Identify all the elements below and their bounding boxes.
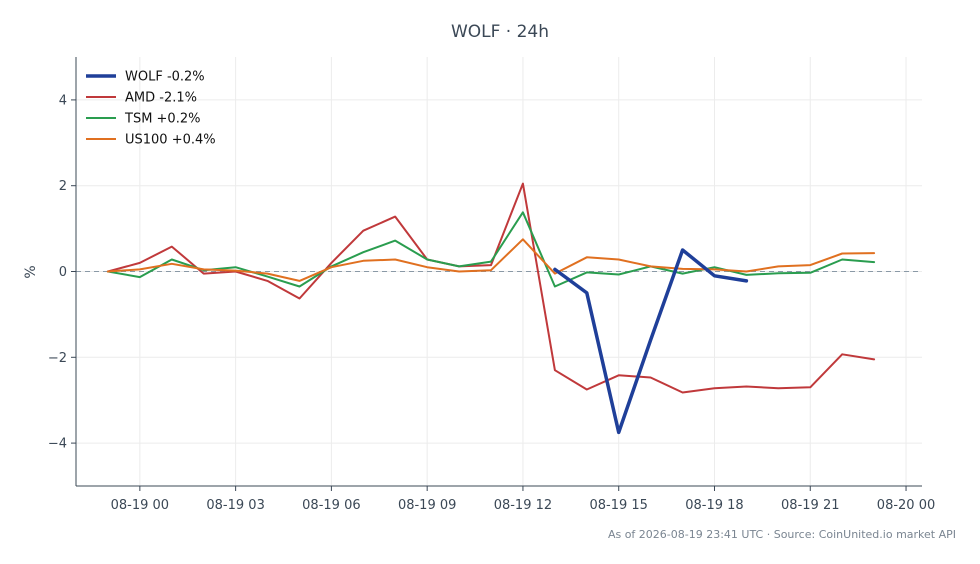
series-line-amd <box>106 182 876 394</box>
legend-label: TSM +0.2% <box>124 112 200 127</box>
y-tick-label: −4 <box>48 437 67 452</box>
x-tick-label: 08-19 03 <box>206 498 264 513</box>
y-tick-label: −2 <box>48 351 67 366</box>
x-tick-label: 08-20 00 <box>877 498 935 513</box>
legend-label: WOLF -0.2% <box>125 70 205 85</box>
chart-title: WOLF · 24h <box>451 22 549 42</box>
x-axis-ticks: 08-19 00 08-19 03 08-19 06 08-19 09 08-19 12… <box>111 486 935 513</box>
x-tick-label: 08-19 09 <box>398 498 456 513</box>
x-tick-label: 08-19 18 <box>685 498 743 513</box>
series-line-tsm <box>106 211 876 288</box>
legend-label: US100 +0.4% <box>125 133 216 148</box>
series-line-wolf <box>553 248 749 435</box>
legend-label: AMD -2.1% <box>125 91 197 106</box>
legend: WOLF -0.2% AMD -2.1% TSM +0.2% US100 +0.4% <box>86 70 216 148</box>
y-axis-ticks: 4 2 0 −2 −4 <box>48 93 76 452</box>
y-tick-label: 2 <box>59 179 67 194</box>
series-line-us100 <box>106 238 876 282</box>
x-tick-label: 08-19 06 <box>302 498 360 513</box>
y-axis-label: % <box>23 265 39 278</box>
x-tick-label: 08-19 12 <box>494 498 552 513</box>
y-tick-label: 4 <box>59 93 67 108</box>
x-tick-label: 08-19 21 <box>781 498 839 513</box>
x-tick-label: 08-19 15 <box>589 498 647 513</box>
series-lines <box>106 182 876 435</box>
y-tick-label: 0 <box>59 265 67 280</box>
x-tick-label: 08-19 00 <box>111 498 169 513</box>
chart-footer: As of 2026-08-19 23:41 UTC · Source: Coi… <box>608 528 956 541</box>
